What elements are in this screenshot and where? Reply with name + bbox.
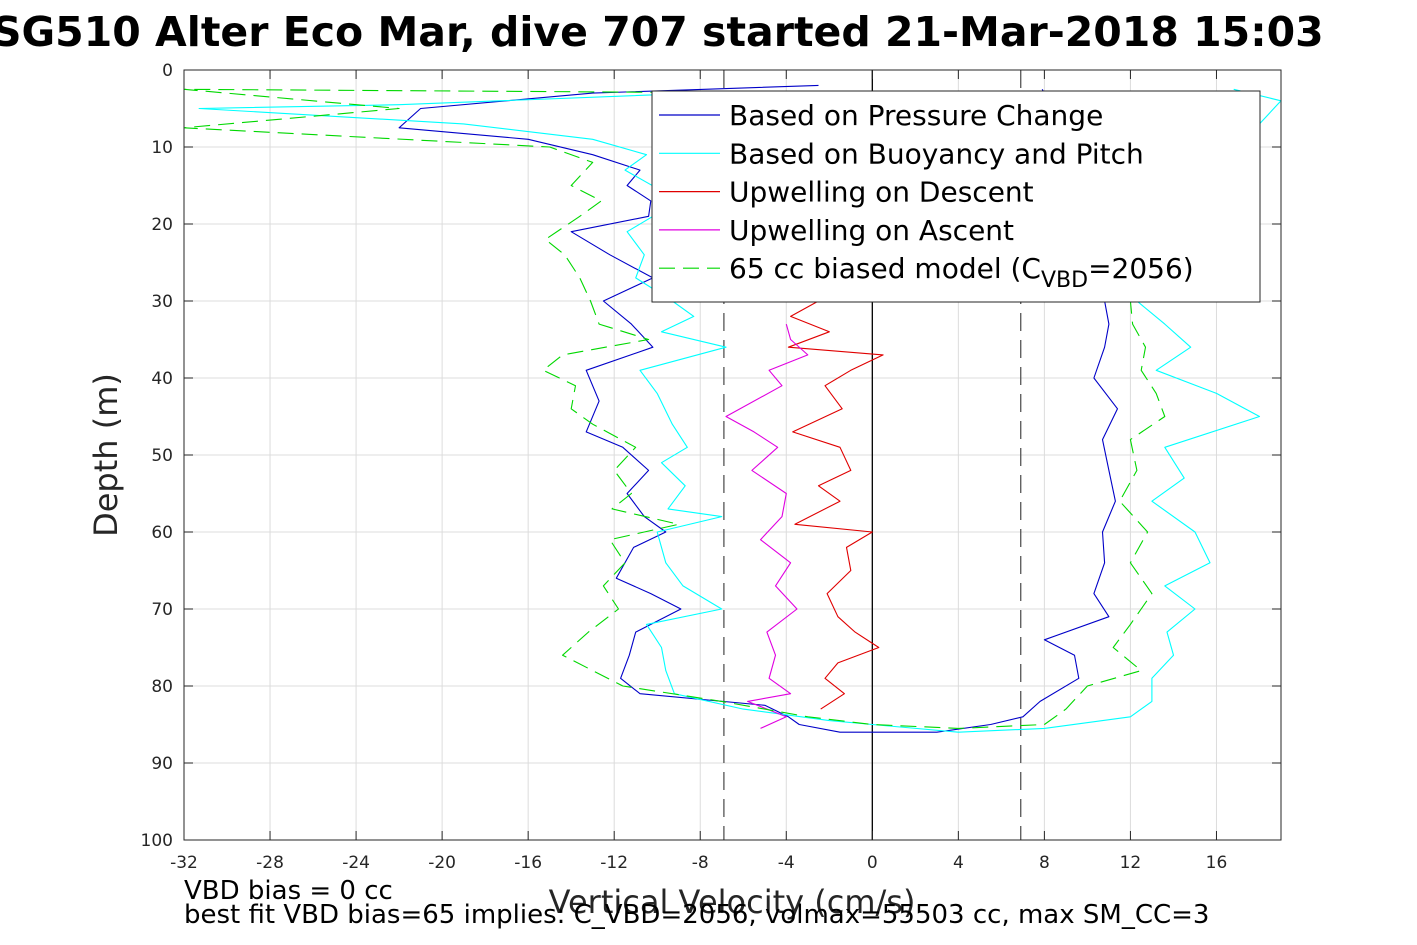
chart-title: SG510 Alter Eco Mar, dive 707 started 21…	[0, 8, 1324, 56]
y-tick-label: 20	[151, 215, 173, 235]
y-tick-label: 100	[141, 831, 173, 851]
y-tick-label: 40	[151, 369, 173, 389]
legend-entry-buoyancy-pitch: Based on Buoyancy and Pitch	[729, 137, 1144, 170]
x-tick-label: -28	[256, 853, 284, 873]
y-axis-ticks: 0 10 20 30 40 50 60 70 80 90 100	[141, 61, 1281, 851]
buoyancy-pitch-line	[198, 88, 1282, 733]
y-tick-label: 0	[162, 61, 173, 81]
x-tick-label: 16	[1206, 853, 1228, 873]
x-tick-label: -20	[428, 853, 456, 873]
biased-model-line	[183, 88, 1175, 729]
legend-box	[651, 90, 1261, 303]
x-axis-ticks: -32 -28 -24 -20 -16 -12 -8 -4 0 4 8 12 16	[170, 70, 1227, 873]
x-tick-label: -16	[514, 853, 542, 873]
legend-entry-pressure-change: Based on Pressure Change	[729, 99, 1103, 132]
x-tick-label: 8	[1039, 853, 1050, 873]
x-tick-label: -24	[342, 853, 370, 873]
upwelling-ascent-line	[725, 323, 809, 729]
x-tick-label: 4	[953, 853, 964, 873]
legend: Based on Pressure Change Based on Buoyanc…	[651, 90, 1261, 303]
y-axis-label: Depth (m)	[87, 373, 125, 537]
y-tick-label: 30	[151, 292, 173, 312]
y-tick-label: 60	[151, 523, 173, 543]
legend-entry-upwelling-ascent: Upwelling on Ascent	[729, 214, 1014, 247]
y-tick-label: 80	[151, 677, 173, 697]
legend-entry-upwelling-descent: Upwelling on Descent	[729, 176, 1034, 209]
upwelling-descent-line	[787, 300, 884, 710]
best-fit-note: best fit VBD bias=65 implies: C_VBD=2056…	[184, 900, 1210, 930]
y-tick-label: 90	[151, 754, 173, 774]
x-tick-label: -4	[778, 853, 795, 873]
x-tick-label: 12	[1120, 853, 1142, 873]
x-tick-label: -32	[170, 853, 198, 873]
pressure-change-line	[398, 84, 1119, 733]
x-tick-label: -8	[692, 853, 709, 873]
y-tick-label: 70	[151, 600, 173, 620]
x-tick-label: 0	[867, 853, 878, 873]
y-tick-label: 50	[151, 446, 173, 466]
x-axis-label: Vertical Velocity (cm/s)	[549, 883, 916, 921]
series-group	[183, 84, 1282, 733]
vbd-bias-note: VBD bias = 0 cc	[184, 876, 393, 906]
y-tick-label: 10	[151, 138, 173, 158]
x-tick-label: -12	[600, 853, 628, 873]
